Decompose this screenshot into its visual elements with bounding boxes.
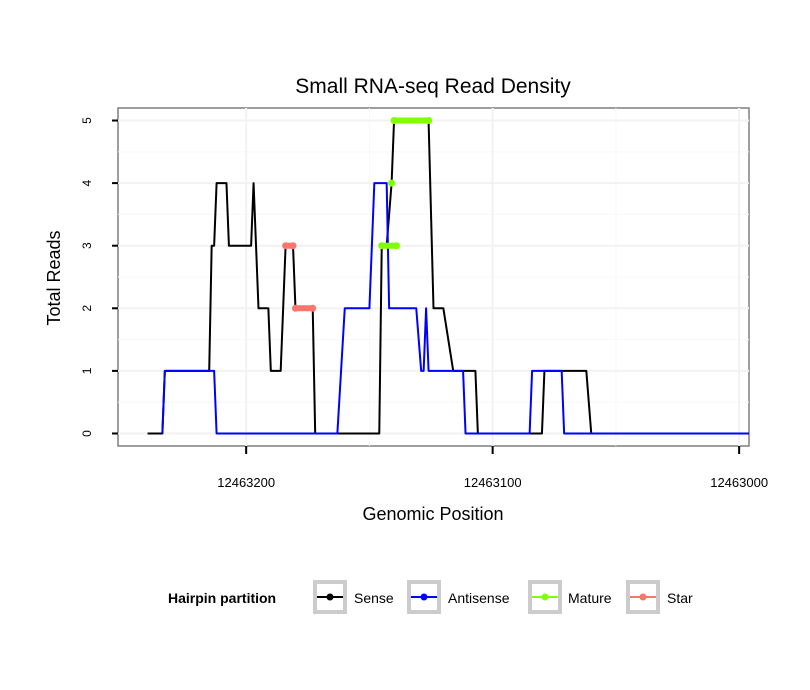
legend-item-sense: Sense [313, 580, 394, 614]
series-star-point [291, 304, 299, 312]
grid-minor [118, 108, 749, 446]
y-axis: 0 1 2 3 4 5 [80, 117, 118, 437]
legend: Hairpin partition Sense Antisense Mature… [168, 580, 693, 614]
legend-item-star: Star [626, 580, 693, 614]
x-axis-label: Genomic Position [362, 504, 503, 524]
y-axis-label: Total Reads [44, 230, 64, 325]
legend-label-star: Star [667, 590, 693, 606]
series-mature-point [388, 179, 396, 187]
y-tick-label-3: 3 [80, 242, 94, 249]
y-tick-label-5: 5 [80, 117, 94, 124]
series-star-point [309, 304, 317, 312]
series-layer [147, 117, 749, 435]
series-mature-point [425, 117, 433, 125]
series-antisense-line [161, 182, 749, 435]
y-tick-label-0: 0 [80, 430, 94, 437]
y-tick-label-2: 2 [80, 305, 94, 312]
series-mature-point [390, 117, 398, 125]
series-star-point [282, 242, 290, 250]
series-mature-point [378, 242, 386, 250]
chart-title: Small RNA-seq Read Density [295, 75, 571, 98]
y-tick-label-4: 4 [80, 179, 94, 186]
legend-title: Hairpin partition [168, 590, 276, 606]
x-axis: 12463200 12463100 12463000 [217, 446, 768, 490]
legend-label-sense: Sense [354, 590, 394, 606]
x-tick-label-12463100: 12463100 [464, 475, 522, 490]
legend-label-antisense: Antisense [448, 590, 510, 606]
x-tick-label-12463000: 12463000 [710, 475, 768, 490]
y-tick-label-1: 1 [80, 367, 94, 374]
legend-label-mature: Mature [568, 590, 612, 606]
series-star-point [289, 242, 297, 250]
legend-item-mature: Mature [528, 580, 612, 614]
legend-item-antisense: Antisense [407, 580, 510, 614]
series-mature-point [393, 242, 401, 250]
x-tick-label-12463200: 12463200 [217, 475, 275, 490]
